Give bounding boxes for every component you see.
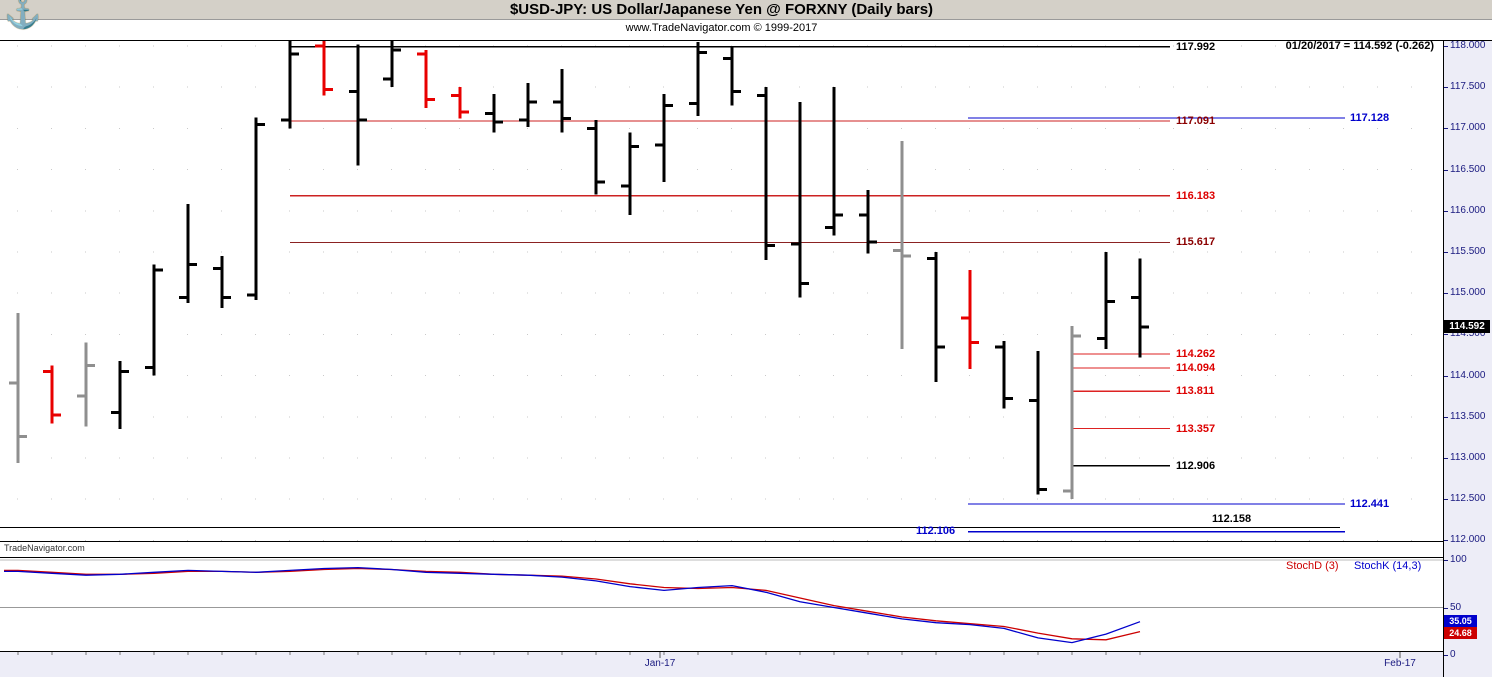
price-level-label[interactable]: 114.262: [1176, 348, 1216, 360]
price-axis-tick: [1444, 499, 1448, 501]
price-level-label[interactable]: 116.183: [1176, 189, 1216, 202]
price-axis-tick-label: 115.500: [1450, 246, 1486, 257]
price-axis-tick: [1444, 334, 1448, 336]
price-axis-tick-label: 116.000: [1450, 204, 1486, 216]
price-axis-tick-label: 118.000: [1450, 40, 1486, 51]
last-price-badge: 114.592: [1444, 320, 1490, 333]
quote-readout: 01/20/2017 = 114.592 (-0.262): [1285, 40, 1434, 52]
price-axis-tick-label: 116.500: [1450, 163, 1486, 175]
stoch-axis-tick-label: 100: [1450, 554, 1467, 565]
stochd-value-badge: 24.68: [1444, 627, 1477, 639]
stoch-axis-tick-label: 0: [1450, 649, 1456, 660]
stoch-chart-canvas[interactable]: [0, 558, 1443, 651]
time-axis-label: Feb-17: [1384, 658, 1416, 669]
price-axis-tick-label: 117.500: [1450, 81, 1486, 93]
stoch-axis-tick: [1444, 560, 1448, 561]
panel-divider-top: [0, 40, 1492, 41]
price-axis-tick: [1444, 416, 1448, 418]
price-axis-tick: [1444, 169, 1448, 171]
price-axis-tick-label: 114.000: [1450, 369, 1486, 381]
price-axis-tick-label: 115.000: [1450, 287, 1486, 299]
chart-subtitle: www.TradeNavigator.com © 1999-2017: [625, 22, 818, 34]
stochd-label[interactable]: StochD (3): [1286, 560, 1339, 572]
price-level-label[interactable]: 117.091: [1176, 114, 1216, 127]
price-axis-tick-label: 113.000: [1450, 452, 1486, 463]
panel-divider-mid: [0, 541, 1443, 542]
price-level-label[interactable]: 113.357: [1176, 422, 1216, 435]
stochk-value-badge: 35.05: [1444, 615, 1477, 627]
price-level-label[interactable]: 112.106: [916, 524, 956, 537]
price-chart-canvas[interactable]: [0, 40, 1443, 541]
price-axis-tick-label: 112.500: [1450, 493, 1486, 505]
price-axis-tick-label: 114.500: [1450, 328, 1486, 340]
price-axis-tick: [1444, 46, 1448, 47]
title-bar: $USD-JPY: US Dollar/Japanese Yen @ FORXN…: [0, 0, 1492, 20]
anchor-logo-icon: ⚓: [4, 0, 42, 30]
time-axis[interactable]: [0, 652, 1443, 677]
stochastic-panel[interactable]: [0, 558, 1443, 651]
price-chart[interactable]: [0, 40, 1443, 541]
price-axis-tick-label: 113.500: [1450, 410, 1486, 422]
stoch-axis-tick-label: 50: [1450, 601, 1462, 613]
price-axis-tick: [1444, 210, 1448, 212]
time-axis-top-border: [0, 651, 1443, 652]
price-axis-tick: [1444, 87, 1448, 89]
price-level-label[interactable]: 114.094: [1176, 361, 1216, 374]
stoch-panel-top-border: [0, 557, 1443, 558]
stoch-axis-tick: [1444, 607, 1448, 609]
price-axis-tick-label: 112.000: [1450, 534, 1486, 546]
stoch-axis-tick: [1444, 655, 1448, 656]
time-axis-canvas: [17, 652, 1401, 658]
price-axis-tick: [1444, 252, 1448, 253]
time-axis-label: Jan-17: [644, 658, 676, 669]
price-axis-tick: [1444, 128, 1448, 130]
price-level-label[interactable]: 115.617: [1176, 236, 1216, 249]
price-axis[interactable]: [1443, 40, 1492, 677]
price-level-label[interactable]: 113.811: [1176, 385, 1215, 398]
price-axis-tick: [1444, 540, 1448, 542]
price-level-label[interactable]: 117.128: [1350, 111, 1390, 124]
price-level-label[interactable]: 112.906: [1176, 459, 1216, 472]
price-level-label[interactable]: 112.441: [1350, 498, 1390, 511]
price-level-label[interactable]: 117.992: [1176, 40, 1216, 53]
price-axis-tick: [1444, 293, 1448, 295]
stochk-label[interactable]: StochK (14,3): [1354, 560, 1422, 572]
watermark: TradeNavigator.com: [4, 543, 85, 553]
chart-title: $USD-JPY: US Dollar/Japanese Yen @ FORXN…: [509, 1, 934, 18]
price-axis-tick-label: 117.000: [1450, 122, 1486, 134]
price-axis-tick: [1444, 375, 1448, 377]
price-axis-tick: [1444, 458, 1448, 459]
price-level-label[interactable]: 112.158: [1212, 513, 1252, 526]
